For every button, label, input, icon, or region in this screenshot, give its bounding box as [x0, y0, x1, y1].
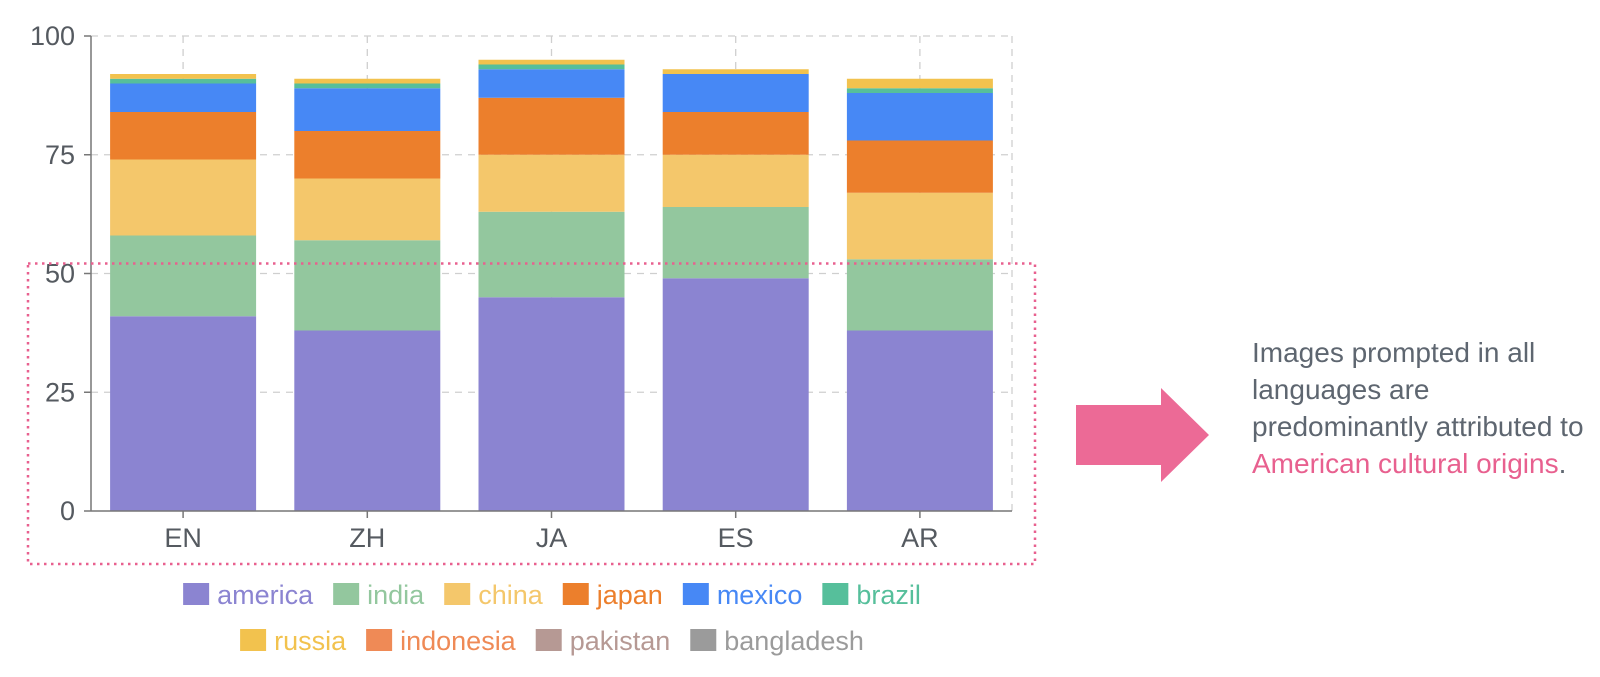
legend-label-china: china — [478, 580, 544, 610]
legend-swatch-china — [444, 583, 471, 605]
legend-swatch-russia — [240, 629, 267, 651]
bar-brazil-zh — [294, 83, 441, 89]
legend-label-pakistan: pakistan — [570, 626, 671, 656]
legend-swatch-pakistan — [535, 629, 562, 651]
bar-mexico-ja — [478, 69, 625, 98]
bar-china-zh — [294, 178, 441, 241]
annotation-text-before: Images prompted in all languages are pre… — [1252, 337, 1584, 442]
bar-mexico-en — [110, 83, 257, 112]
right-arrow-icon — [1076, 388, 1209, 482]
x-tick-label: AR — [901, 523, 939, 553]
bar-brazil-en — [110, 78, 257, 84]
y-tick-label: 100 — [30, 21, 75, 51]
axes — [84, 35, 1012, 518]
bar-america-es — [662, 278, 809, 511]
legend-label-america: america — [217, 580, 314, 610]
bar-japan-ar — [846, 140, 993, 193]
bars — [110, 59, 993, 511]
bar-india-ja — [478, 211, 625, 298]
bar-india-zh — [294, 240, 441, 331]
bar-russia-ar — [846, 78, 993, 89]
bar-america-ar — [846, 330, 993, 511]
x-tick-label: EN — [164, 523, 202, 553]
bar-russia-es — [662, 69, 809, 74]
legend-swatch-bangladesh — [690, 629, 717, 651]
y-tick-label: 0 — [60, 496, 75, 526]
bar-india-es — [662, 207, 809, 279]
legend-swatch-japan — [562, 583, 589, 605]
legend-swatch-america — [183, 583, 210, 605]
legend: america india china japan mexico brazil russia… — [183, 580, 921, 656]
bar-america-ja — [478, 297, 625, 511]
bar-india-ar — [846, 259, 993, 331]
bar-mexico-zh — [294, 88, 441, 131]
bar-america-en — [110, 316, 257, 511]
y-tick-label: 75 — [45, 140, 75, 170]
y-tick-label: 25 — [45, 377, 75, 407]
bar-america-zh — [294, 330, 441, 511]
x-tick-label: ES — [718, 523, 754, 553]
legend-swatch-india — [333, 583, 360, 605]
annotation-text-after: . — [1558, 448, 1567, 479]
bar-japan-ja — [478, 97, 625, 155]
bar-china-en — [110, 159, 257, 236]
bar-china-es — [662, 154, 809, 207]
highlight-box — [26, 262, 1037, 566]
legend-label-japan: japan — [596, 580, 663, 610]
legend-swatch-mexico — [682, 583, 709, 605]
legend-label-indonesia: indonesia — [400, 626, 517, 656]
bar-japan-zh — [294, 131, 441, 179]
bar-russia-zh — [294, 78, 441, 84]
legend-label-bangladesh: bangladesh — [724, 626, 864, 656]
bar-russia-en — [110, 74, 257, 79]
legend-label-russia: russia — [274, 626, 347, 656]
x-tick-label: JA — [536, 523, 568, 553]
bar-japan-es — [662, 112, 809, 155]
bar-china-ar — [846, 192, 993, 260]
legend-label-india: india — [367, 580, 425, 610]
legend-label-mexico: mexico — [717, 580, 803, 610]
legend-swatch-brazil — [822, 583, 849, 605]
highlight-dotted-box — [26, 262, 1037, 566]
legend-swatch-indonesia — [366, 629, 393, 651]
bar-brazil-ar — [846, 88, 993, 93]
annotation-text: Images prompted in all languages are pre… — [1252, 334, 1597, 482]
bar-china-ja — [478, 154, 625, 212]
annotation-highlight: American cultural origins — [1252, 448, 1559, 479]
x-tick-label: ZH — [349, 523, 385, 553]
x-tick-labels: EN ZH JA ES AR — [164, 523, 938, 553]
bar-japan-en — [110, 112, 257, 160]
bar-india-en — [110, 235, 257, 317]
bar-russia-ja — [478, 59, 625, 65]
legend-label-brazil: brazil — [856, 580, 921, 610]
bar-mexico-es — [662, 74, 809, 112]
bar-brazil-ja — [478, 64, 625, 70]
bar-mexico-ar — [846, 93, 993, 141]
